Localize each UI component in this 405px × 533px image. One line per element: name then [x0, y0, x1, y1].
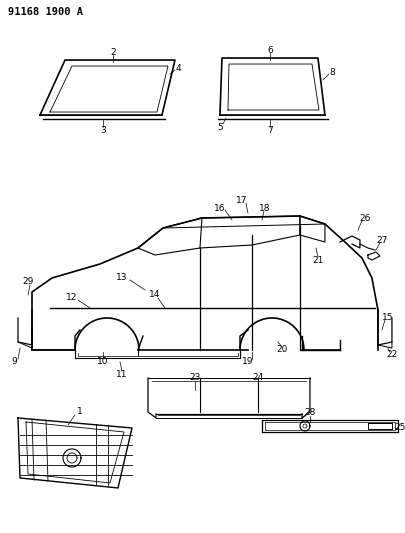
Text: 13: 13 [116, 273, 128, 282]
Text: 9: 9 [11, 358, 17, 367]
Text: 91168 1900 A: 91168 1900 A [8, 7, 83, 17]
Text: 22: 22 [386, 351, 396, 359]
Text: 18: 18 [258, 204, 270, 213]
Text: 23: 23 [189, 374, 200, 383]
Text: 20: 20 [275, 345, 287, 354]
Text: 15: 15 [381, 313, 393, 322]
Text: 14: 14 [149, 290, 160, 300]
Text: 1: 1 [77, 408, 83, 416]
Text: 25: 25 [393, 424, 405, 432]
Text: 11: 11 [116, 370, 128, 379]
Text: 27: 27 [375, 236, 387, 245]
Text: 5: 5 [217, 123, 222, 132]
Text: 28: 28 [303, 408, 315, 417]
Text: 2: 2 [110, 47, 115, 56]
Text: 26: 26 [358, 214, 370, 222]
Text: 12: 12 [66, 294, 77, 303]
Text: 8: 8 [328, 68, 334, 77]
Text: 21: 21 [311, 255, 323, 264]
Text: 10: 10 [97, 358, 109, 367]
Text: 17: 17 [236, 196, 247, 205]
Text: 6: 6 [266, 45, 272, 54]
Text: 4: 4 [175, 63, 180, 72]
Text: 3: 3 [100, 125, 106, 134]
Text: 19: 19 [242, 358, 253, 367]
Text: 24: 24 [252, 374, 263, 383]
Text: 16: 16 [214, 204, 225, 213]
Text: 7: 7 [266, 125, 272, 134]
Text: 29: 29 [22, 278, 34, 287]
